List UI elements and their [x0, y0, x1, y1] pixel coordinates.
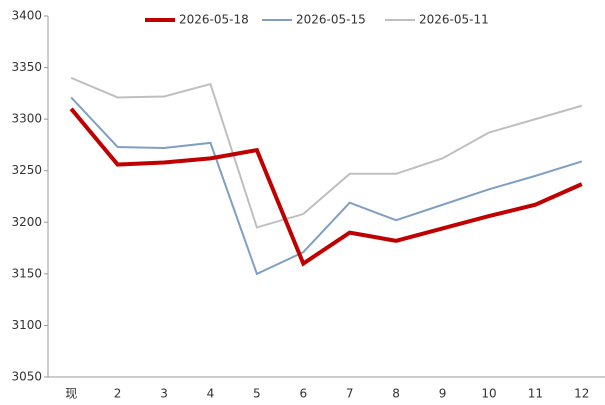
legend-label: 2026-05-18 [179, 13, 249, 27]
y-tick-label: 3200 [11, 215, 42, 229]
x-tick-label: 8 [392, 387, 400, 401]
series-line [70, 96, 583, 276]
x-tick-label: 2 [114, 387, 122, 401]
y-tick-label: 3100 [11, 318, 42, 332]
y-tick-label: 3400 [11, 9, 42, 23]
y-tick-label: 3150 [11, 266, 42, 280]
x-tick-label: 9 [439, 387, 447, 401]
x-tick-label: 10 [481, 387, 496, 401]
x-tick-label: 3 [160, 387, 168, 401]
y-tick-label: 3350 [11, 60, 42, 74]
legend-label: 2026-05-15 [296, 13, 366, 27]
y-tick-label: 3050 [11, 370, 42, 384]
x-tick-label: 4 [207, 387, 215, 401]
series-line [70, 76, 583, 229]
legend-label: 2026-05-11 [419, 13, 489, 27]
y-tick-label: 3300 [11, 112, 42, 126]
x-tick-label: 11 [528, 387, 543, 401]
series-line [69, 107, 583, 267]
y-tick-label: 3250 [11, 163, 42, 177]
x-tick-label: 5 [253, 387, 261, 401]
x-tick-label: 12 [574, 387, 589, 401]
x-tick-label: 6 [299, 387, 307, 401]
x-tick-label: 7 [346, 387, 354, 401]
x-tick-label: 现 [65, 387, 77, 401]
